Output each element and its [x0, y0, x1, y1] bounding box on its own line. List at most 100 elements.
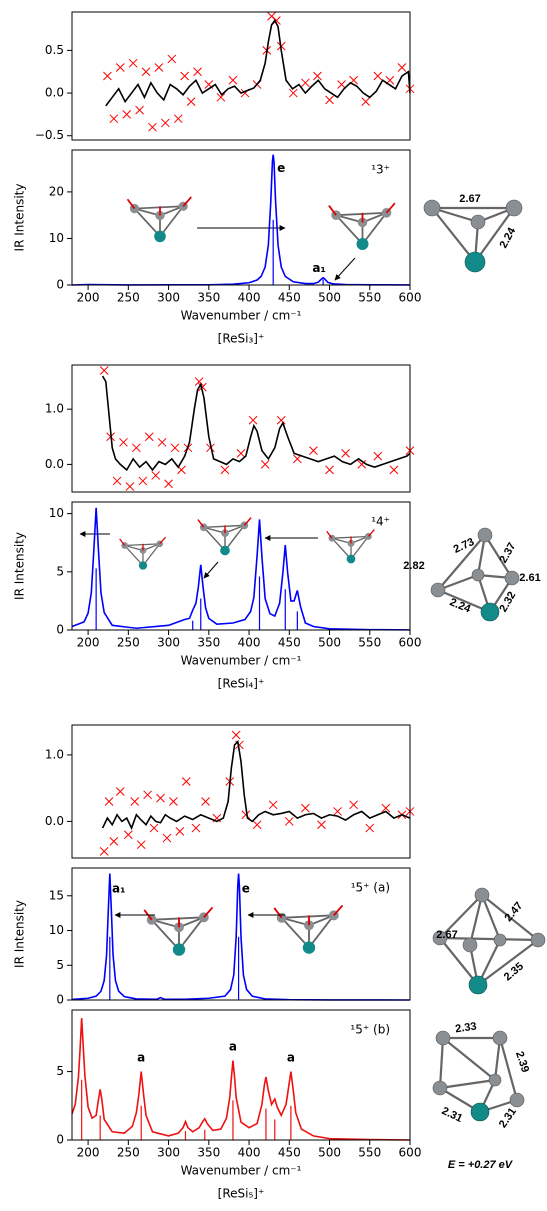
y-tick-label: 10: [49, 923, 64, 937]
data-marker: [181, 777, 191, 786]
x-tick-label: 500: [318, 636, 341, 650]
x-tick-label: 200: [77, 636, 100, 650]
peak-annotation: a₁: [112, 881, 125, 895]
data-marker: [115, 63, 125, 72]
x-tick-label: 300: [157, 1146, 180, 1160]
data-marker: [397, 63, 407, 72]
data-marker: [381, 803, 391, 813]
spectrum-line: [101, 375, 411, 472]
data-marker: [170, 443, 180, 453]
data-marker: [123, 830, 133, 840]
x-tick-label: 400: [238, 636, 261, 650]
y-tick-label: 5: [56, 564, 64, 578]
isomer-label: ¹5⁺ (b): [350, 1023, 390, 1037]
data-marker: [241, 810, 251, 820]
peak-annotation: a: [287, 1050, 295, 1064]
data-marker: [156, 793, 165, 803]
data-marker: [231, 730, 241, 740]
data-marker: [119, 437, 128, 447]
x-tick-label: 300: [157, 636, 180, 650]
plot: 0 5 200 250 300 350 400 450 500 550 600 a a a ¹5⁺ (b) W…: [56, 1009, 422, 1201]
plot: 0 5 10 15 a₁ e ¹5⁺ (a) IR Intensity: [13, 867, 411, 1007]
y-tick-label: 0: [56, 278, 64, 292]
plot-frame: [71, 724, 411, 859]
plot-frame: [71, 1009, 411, 1141]
y-tick-label: 0.0: [45, 86, 64, 100]
isomer-label: ¹4⁺: [371, 515, 390, 529]
data-marker: [313, 71, 322, 81]
data-marker: [186, 97, 196, 106]
peak-annotation: a: [229, 1039, 237, 1053]
inset-molecule: [273, 904, 344, 955]
data-marker: [193, 67, 202, 77]
y-tick-label: 10: [49, 231, 64, 245]
data-marker: [389, 465, 399, 475]
bond-length: 2.24: [448, 596, 473, 615]
data-marker: [333, 807, 342, 816]
inset-molecule: [126, 196, 193, 244]
bond-length: 2.61: [519, 572, 540, 584]
inset-molecule: [197, 516, 252, 557]
data-marker: [99, 366, 109, 375]
data-marker: [173, 114, 183, 124]
data-marker: [373, 451, 383, 461]
data-marker: [301, 78, 310, 88]
caption: [ReSi₃]⁺: [218, 332, 265, 346]
data-marker: [151, 471, 161, 480]
plot: 0.0 1.0: [45, 364, 415, 493]
data-marker: [141, 67, 151, 77]
data-marker: [220, 465, 230, 475]
data-marker: [162, 833, 172, 843]
plot-frame: [71, 364, 411, 493]
y-tick-label: −0.5: [35, 128, 64, 142]
bond-length: 2.31: [440, 1105, 464, 1125]
data-marker: [149, 823, 159, 833]
data-marker: [138, 476, 148, 486]
data-marker: [167, 54, 177, 64]
bond-length: 2.67: [436, 929, 457, 941]
spectrum-line: [101, 739, 411, 831]
bond-length: 2.82: [403, 560, 424, 572]
x-axis-label: Wavenumber / cm⁻¹: [181, 654, 302, 668]
data-marker: [349, 800, 359, 810]
x-tick-label: 550: [358, 291, 381, 305]
structure-resi3: 2.67 2.24: [423, 193, 523, 273]
structure-resi5-b: 2.33 2.39 2.31 2.31 E = +0.27 eV: [432, 1020, 531, 1171]
spectrum-line: [71, 873, 411, 1001]
data-marker: [216, 92, 226, 102]
peak-annotation: a: [137, 1050, 145, 1064]
x-tick-label: 550: [358, 1146, 381, 1160]
y-tick-label: 0.0: [45, 814, 64, 828]
x-tick-label: 600: [399, 1146, 422, 1160]
x-tick-label: 350: [197, 1146, 220, 1160]
x-tick-label: 400: [238, 1146, 261, 1160]
x-tick-label: 250: [117, 291, 140, 305]
data-marker: [125, 482, 135, 491]
y-tick-label: 10: [49, 506, 64, 520]
data-marker: [115, 787, 125, 796]
inset-molecule: [118, 536, 167, 571]
y-tick-label: 1.0: [45, 747, 64, 761]
data-marker: [268, 800, 278, 810]
data-marker: [198, 382, 207, 392]
y-tick-label: 0.0: [45, 457, 64, 471]
x-tick-label: 600: [399, 636, 422, 650]
data-marker: [135, 105, 144, 115]
data-marker: [169, 797, 178, 806]
bond-length: 2.73: [452, 536, 476, 556]
data-marker: [276, 415, 286, 425]
data-marker: [194, 377, 204, 386]
data-marker: [122, 110, 132, 119]
data-marker: [236, 448, 246, 458]
x-tick-label: 400: [238, 291, 261, 305]
x-tick-label: 500: [318, 1146, 341, 1160]
inset-molecule: [325, 528, 376, 565]
y-tick-label: 5: [56, 1064, 64, 1078]
data-marker: [317, 820, 326, 830]
y-axis-label: IR Intensity: [13, 184, 27, 252]
bond-length: 2.24: [498, 225, 519, 250]
y-axis-label: IR Intensity: [13, 900, 27, 968]
data-marker: [157, 437, 167, 447]
structure-resi4: 2.82 2.73 2.37 2.61 2.32 2.24: [403, 527, 541, 622]
data-marker: [136, 840, 146, 850]
